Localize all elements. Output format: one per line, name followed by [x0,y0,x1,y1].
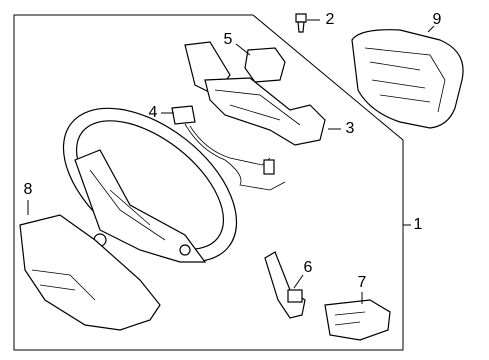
leader-5 [235,43,251,56]
callout-label: 3 [346,120,355,137]
callout-label: 9 [433,11,442,28]
callout-label: 7 [358,274,367,291]
leader-9 [427,25,435,33]
callout-label: 4 [149,104,158,121]
lower-cover [19,214,161,331]
steering-wheel [62,107,238,263]
paddle-switch-left [264,251,306,319]
bolt [295,13,307,33]
paddle-switch-right [324,299,391,341]
callout-label: 6 [304,259,313,276]
callout-label: 2 [326,11,335,28]
clock-spring [184,41,326,146]
leader-6 [293,274,304,289]
callout-label: 8 [24,181,33,198]
callout-label: 1 [414,216,423,233]
wire-harness [171,105,286,191]
airbag [351,29,464,129]
frame [13,14,404,351]
callout-label: 5 [224,31,233,48]
